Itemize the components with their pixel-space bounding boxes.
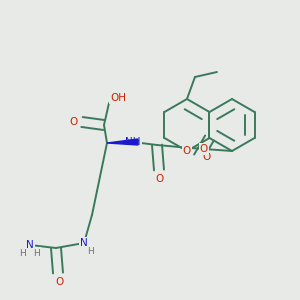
Text: N: N xyxy=(80,238,88,248)
Text: O: O xyxy=(200,144,208,154)
Text: OH: OH xyxy=(110,93,126,103)
Text: NH: NH xyxy=(125,137,141,147)
Text: H: H xyxy=(20,248,26,257)
Text: O: O xyxy=(202,152,211,162)
Text: N: N xyxy=(26,240,34,250)
Polygon shape xyxy=(107,139,138,145)
Text: H: H xyxy=(88,247,94,256)
Text: O: O xyxy=(156,174,164,184)
Text: O: O xyxy=(55,277,63,287)
Text: O: O xyxy=(183,146,191,156)
Text: O: O xyxy=(69,117,77,127)
Text: H: H xyxy=(34,248,40,257)
